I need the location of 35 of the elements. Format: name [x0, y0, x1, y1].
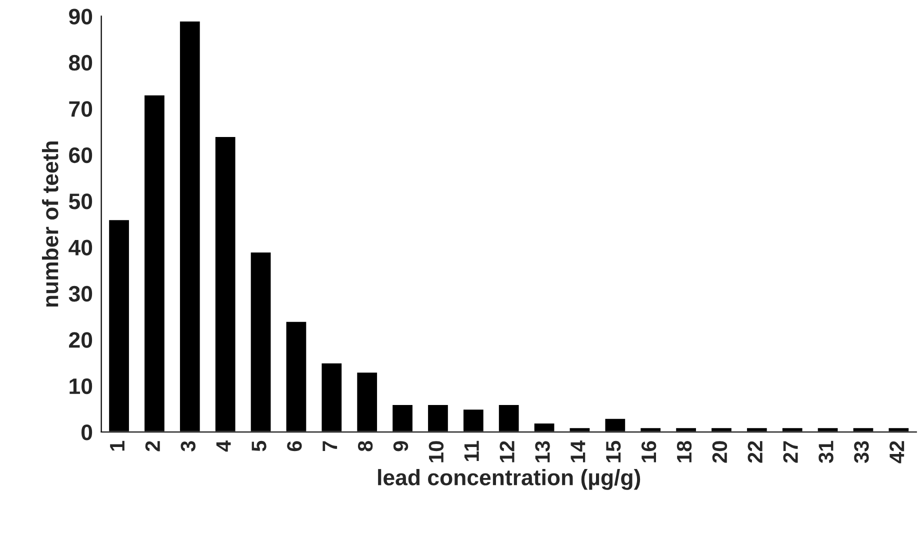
x-tick-label: 6	[287, 441, 302, 452]
y-tick-label: 40	[68, 240, 92, 256]
x-tick-label: 27	[783, 441, 798, 463]
x-tick-label: 16	[641, 441, 656, 462]
y-tick-label: 90	[69, 8, 92, 24]
x-axis-title: lead concentration (µg/g)	[378, 469, 640, 490]
x-tick-label: 5	[252, 440, 266, 452]
x-tick-label: 33	[854, 441, 869, 464]
x-tick-label: 10	[428, 441, 444, 462]
x-tick-label: 7	[322, 441, 338, 452]
x-tick-label: 42	[890, 441, 904, 464]
y-tick-label: 20	[69, 332, 92, 348]
x-tick-label: 3	[180, 441, 196, 452]
x-tick-label: 22	[748, 441, 762, 463]
x-tick-label: 12	[500, 441, 514, 462]
x-tick-label: 8	[358, 440, 373, 452]
x-tick-label: 20	[712, 441, 728, 463]
x-tick-label: 2	[145, 441, 160, 452]
y-tick-label: 0	[81, 424, 92, 440]
x-tick-label: 11	[464, 440, 479, 462]
y-tick-label: 30	[68, 286, 92, 302]
x-tick-label: 18	[676, 440, 692, 462]
x-tick-label: 14	[570, 440, 586, 462]
y-axis-title: number of teeth	[42, 142, 58, 307]
y-tick-label: 60	[69, 147, 92, 164]
x-tick-label: 31	[818, 440, 834, 464]
x-tick-label: 15	[606, 440, 621, 462]
x-tick-label: 4	[216, 440, 231, 452]
x-tick-label: 9	[393, 441, 408, 452]
y-tick-label: 10	[70, 378, 92, 394]
x-tick-label: 1	[110, 440, 124, 451]
y-tick-label: 70	[69, 101, 92, 117]
y-tick-label: 80	[68, 54, 92, 71]
y-tick-label: 50	[68, 194, 92, 210]
x-tick-label: 13	[535, 441, 550, 462]
